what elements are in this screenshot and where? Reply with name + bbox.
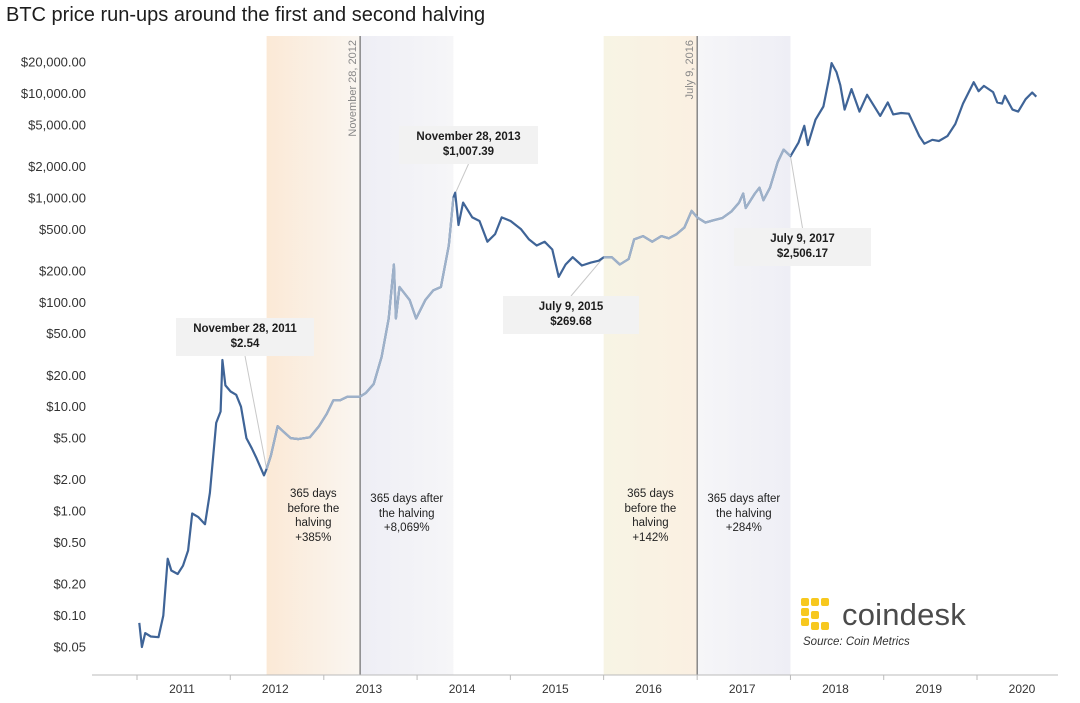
- y-tick-label: $200.00: [39, 263, 86, 278]
- halving-label-2: July 9, 2016: [684, 40, 696, 99]
- callout-date: July 9, 2015: [538, 301, 604, 313]
- price-line: [138, 62, 1038, 649]
- y-tick-label: $10.00: [46, 399, 86, 414]
- callout-date: November 28, 2013: [416, 131, 521, 143]
- callout-price: $269.68: [550, 316, 592, 328]
- brand-name: coindesk: [842, 597, 966, 632]
- price-series: [138, 62, 1038, 649]
- period-label-line: 365 days: [627, 488, 674, 500]
- x-tick-label: 2018: [822, 682, 849, 696]
- period-label-line: before the: [287, 502, 340, 515]
- y-tick-label: $0.10: [53, 608, 86, 623]
- period-label-line: 365 days after: [370, 493, 444, 505]
- period-label-line: the halving: [378, 507, 435, 520]
- period-label-line: 365 days: [290, 488, 337, 500]
- period-label-2: 365 days after the halving +8,069%: [360, 492, 453, 536]
- y-tick-label: $5.00: [53, 431, 86, 446]
- callout-1: November 28, 2011 $2.54: [176, 318, 314, 356]
- callout-price: $2.54: [230, 338, 260, 350]
- y-tick-label: $20,000.00: [21, 55, 86, 70]
- x-tick-label: 2015: [542, 682, 569, 696]
- y-tick-label: $0.05: [53, 640, 86, 655]
- y-tick-label: $2,000.00: [28, 159, 86, 174]
- y-tick-label: $1,000.00: [28, 190, 86, 205]
- shaded-period-4: [697, 36, 791, 675]
- price-line-highlight-2: [603, 148, 792, 266]
- x-tick-label: 2014: [449, 682, 476, 696]
- price-line-highlight-1: [265, 197, 455, 470]
- halving-label-1: November 28, 2012: [347, 40, 359, 137]
- callout-date: November 28, 2011: [193, 323, 297, 335]
- y-tick-label: $1.00: [53, 504, 86, 519]
- y-tick-label: $100.00: [39, 295, 86, 310]
- coindesk-logo: coindesk: [800, 597, 966, 633]
- period-label-line: halving: [632, 517, 669, 529]
- callout-leader-1: [244, 355, 268, 469]
- x-tick-label: 2019: [915, 682, 942, 696]
- y-tick-label: $50.00: [46, 326, 86, 341]
- callout-leader-4: [789, 156, 803, 229]
- y-tick-label: $0.20: [53, 577, 86, 592]
- x-tick-label: 2020: [1009, 682, 1036, 696]
- axes: 2011 2012 2013 2014 2015 2016 2017 2018 2019 2020…: [21, 55, 1058, 696]
- period-label-line: +284%: [725, 522, 762, 534]
- callout-2: November 28, 2013 $1,007.39: [399, 126, 538, 164]
- callout-leader-3: [570, 256, 605, 297]
- callout-price: $1,007.39: [442, 146, 495, 158]
- period-label-line: the halving: [716, 507, 772, 520]
- y-tick-label: $5,000.00: [28, 117, 86, 132]
- x-tick-label: 2016: [635, 682, 662, 696]
- coindesk-mark-icon: [801, 598, 829, 630]
- halving-lines: November 28, 2012 July 9, 2016: [347, 36, 698, 675]
- callout-price: $2,506.17: [776, 248, 829, 260]
- y-tick-label: $2.00: [53, 472, 86, 487]
- callout-3: July 9, 2015 $269.68: [503, 296, 639, 334]
- shaded-period-3: [603, 36, 698, 675]
- period-label-4: 365 days after the halving +284%: [697, 492, 790, 536]
- period-label-3: 365 days before the halving +142%: [604, 487, 698, 545]
- y-tick-label: $10,000.00: [21, 86, 86, 101]
- period-label-line: 365 days after: [707, 493, 781, 505]
- callout-date: July 9, 2017: [770, 233, 835, 245]
- period-label-line: +385%: [295, 531, 332, 544]
- y-tick-label: $0.50: [53, 535, 86, 550]
- period-label-line: +8,069%: [383, 522, 430, 534]
- source-note: Source: Coin Metrics: [803, 636, 910, 648]
- period-label-line: +142%: [632, 531, 669, 544]
- period-label-line: halving: [295, 517, 332, 529]
- x-tick-label: 2017: [729, 682, 756, 696]
- period-label-1: 365 days before the halving +385%: [267, 487, 361, 545]
- chart-title: BTC price run-ups around the first and s…: [6, 4, 486, 26]
- x-tick-label: 2012: [262, 682, 289, 696]
- callout-4: July 9, 2017 $2,506.17: [734, 228, 871, 266]
- y-tick-label: $20.00: [46, 368, 86, 383]
- x-tick-label: 2011: [169, 682, 195, 696]
- y-tick-label: $500.00: [39, 222, 86, 237]
- period-label-line: before the: [624, 502, 677, 515]
- x-tick-label: 2013: [355, 682, 382, 696]
